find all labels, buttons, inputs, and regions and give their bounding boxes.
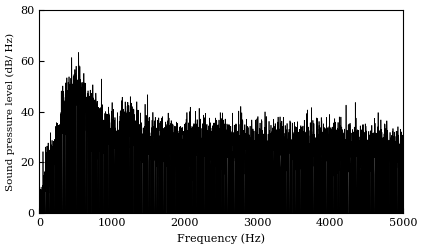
Y-axis label: Sound pressure level (dB/ Hz): Sound pressure level (dB/ Hz) (5, 32, 15, 190)
X-axis label: Frequency (Hz): Frequency (Hz) (177, 234, 265, 244)
